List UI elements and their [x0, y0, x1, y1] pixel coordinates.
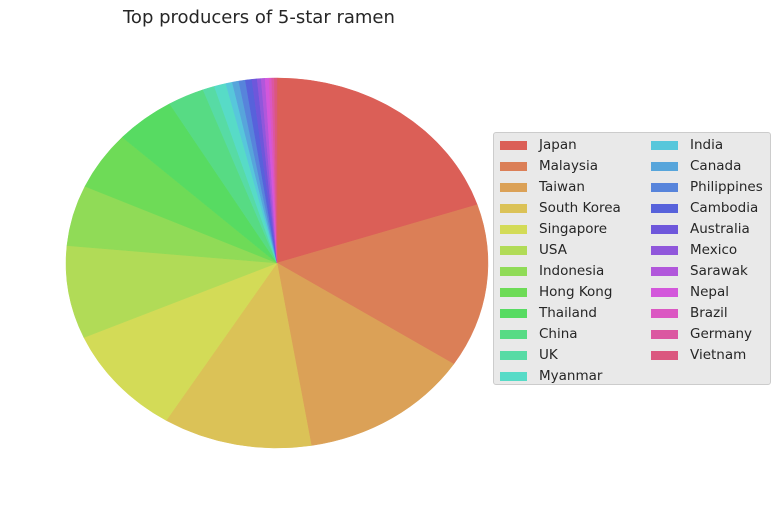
- legend-item: Sarawak: [651, 262, 748, 280]
- legend-label: Indonesia: [539, 263, 605, 279]
- legend-swatch: [500, 224, 527, 234]
- legend-swatch: [500, 203, 527, 213]
- pie-slice-malaysia: [276, 204, 489, 365]
- legend-swatch: [651, 224, 678, 234]
- legend-item: Thailand: [500, 304, 597, 322]
- legend-swatch: [500, 287, 527, 297]
- legend: Japan Malaysia Taiwan South Korea Singapore U…: [493, 132, 771, 385]
- legend-swatch: [500, 266, 527, 276]
- legend-swatch: [500, 350, 527, 360]
- legend-swatch: [651, 329, 678, 339]
- legend-label: Singapore: [539, 221, 608, 237]
- chart-title: Top producers of 5-star ramen: [123, 7, 395, 28]
- legend-label: Canada: [690, 158, 742, 174]
- legend-label: India: [690, 137, 724, 153]
- legend-item: Brazil: [651, 304, 728, 322]
- legend-label: Cambodia: [690, 200, 759, 216]
- legend-item: Australia: [651, 220, 750, 238]
- legend-label: Malaysia: [539, 158, 598, 174]
- legend-swatch: [651, 182, 678, 192]
- legend-item: Singapore: [500, 220, 607, 238]
- legend-label: Hong Kong: [539, 284, 613, 300]
- legend-item: Canada: [651, 157, 741, 175]
- legend-item: Mexico: [651, 241, 737, 259]
- legend-item: India: [651, 136, 723, 154]
- legend-label: Germany: [690, 326, 753, 342]
- legend-swatch: [651, 350, 678, 360]
- legend-label: USA: [539, 242, 567, 258]
- legend-swatch: [500, 371, 527, 381]
- legend-swatch: [651, 266, 678, 276]
- legend-item: Nepal: [651, 283, 729, 301]
- legend-item: South Korea: [500, 199, 621, 217]
- legend-item: Philippines: [651, 178, 763, 196]
- legend-item: Indonesia: [500, 262, 604, 280]
- pie-slice-usa: [65, 245, 278, 338]
- legend-label: South Korea: [539, 200, 621, 216]
- legend-item: Taiwan: [500, 178, 585, 196]
- legend-item: Vietnam: [651, 346, 746, 364]
- legend-item: Japan: [500, 136, 577, 154]
- pie-slice-taiwan: [276, 262, 455, 446]
- legend-label: Myanmar: [539, 368, 603, 384]
- legend-swatch: [651, 287, 678, 297]
- legend-swatch: [651, 140, 678, 150]
- legend-swatch: [651, 203, 678, 213]
- legend-swatch: [651, 308, 678, 318]
- legend-label: Sarawak: [690, 263, 748, 279]
- legend-label: Taiwan: [539, 179, 585, 195]
- pie-slice-singapore: [83, 262, 278, 421]
- legend-label: Philippines: [690, 179, 763, 195]
- pie-slice-japan: [276, 77, 478, 264]
- legend-swatch: [500, 140, 527, 150]
- legend-label: Japan: [539, 137, 577, 153]
- legend-item: Cambodia: [651, 199, 758, 217]
- legend-swatch: [651, 245, 678, 255]
- legend-swatch: [651, 161, 678, 171]
- legend-item: Germany: [651, 325, 752, 343]
- legend-label: UK: [539, 347, 558, 363]
- legend-label: Australia: [690, 221, 750, 237]
- legend-label: Nepal: [690, 284, 729, 300]
- legend-item: UK: [500, 346, 558, 364]
- legend-item: USA: [500, 241, 567, 259]
- legend-label: Thailand: [539, 305, 597, 321]
- legend-swatch: [500, 245, 527, 255]
- legend-item: Hong Kong: [500, 283, 612, 301]
- pie-slice-south-korea: [165, 262, 312, 449]
- legend-swatch: [500, 308, 527, 318]
- legend-item: Malaysia: [500, 157, 598, 175]
- legend-swatch: [500, 182, 527, 192]
- legend-label: Vietnam: [690, 347, 747, 363]
- legend-item: China: [500, 325, 578, 343]
- legend-item: Myanmar: [500, 367, 602, 385]
- legend-label: Mexico: [690, 242, 738, 258]
- legend-label: China: [539, 326, 578, 342]
- legend-swatch: [500, 161, 527, 171]
- legend-swatch: [500, 329, 527, 339]
- legend-label: Brazil: [690, 305, 728, 321]
- pie-slice-vietnam: [274, 77, 278, 264]
